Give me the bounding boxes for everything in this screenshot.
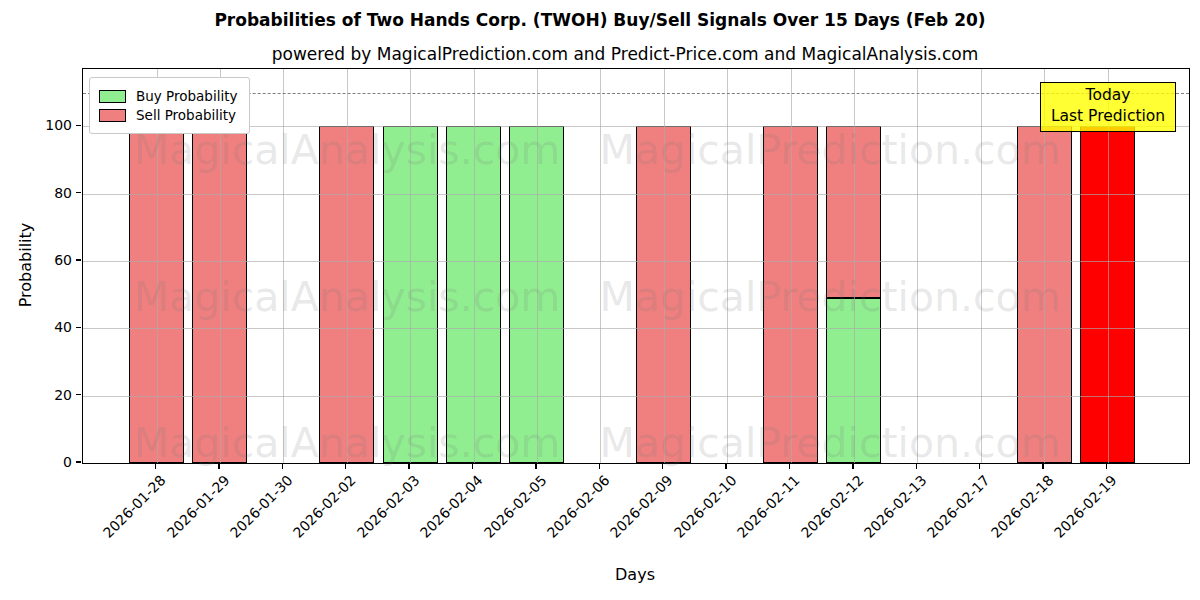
y-tick-label: 40 <box>54 318 72 336</box>
sell-swatch-icon <box>99 109 126 122</box>
x-tick-mark <box>218 464 219 469</box>
x-tick-label: 2026-02-02 <box>290 472 359 541</box>
bar-segment-buy <box>383 126 438 463</box>
gridline-horizontal <box>83 328 1189 329</box>
x-tick-mark <box>1042 464 1043 469</box>
x-tick-mark <box>599 464 600 469</box>
legend-item-sell: Sell Probability <box>99 107 237 123</box>
legend-sell-label: Sell Probability <box>136 107 236 123</box>
x-tick-label: 2026-02-09 <box>607 472 676 541</box>
x-axis-label: Days <box>615 565 655 584</box>
gridline-horizontal <box>83 261 1189 262</box>
gridline-vertical <box>537 69 538 463</box>
gridline-vertical <box>283 69 284 463</box>
x-tick-label: 2026-02-18 <box>988 472 1057 541</box>
bar-segment-sell <box>192 126 247 463</box>
x-tick-mark <box>472 464 473 469</box>
buy-swatch-icon <box>99 90 126 103</box>
x-tick-label: 2026-02-12 <box>797 472 866 541</box>
gridline-vertical <box>854 69 855 463</box>
x-tick-mark <box>282 464 283 469</box>
gridline-vertical <box>791 69 792 463</box>
gridline-vertical <box>347 69 348 463</box>
x-tick-label: 2026-02-19 <box>1051 472 1120 541</box>
x-tick-mark <box>408 464 409 469</box>
x-tick-mark <box>345 464 346 469</box>
gridline-horizontal <box>83 396 1189 397</box>
x-tick-label: 2026-02-11 <box>734 472 803 541</box>
gridline-vertical <box>917 69 918 463</box>
bar-segment-buy <box>509 126 564 463</box>
today-line1: Today <box>1041 85 1175 106</box>
y-tick-mark <box>76 461 81 462</box>
bar-segment-sell <box>636 126 691 463</box>
y-tick-label: 100 <box>45 116 72 134</box>
today-line2: Last Prediction <box>1041 106 1175 127</box>
gridline-vertical <box>981 69 982 463</box>
today-annotation: Today Last Prediction <box>1040 82 1176 132</box>
x-tick-label: 2026-02-17 <box>924 472 993 541</box>
gridline-vertical <box>600 69 601 463</box>
x-tick-mark <box>662 464 663 469</box>
y-tick-mark <box>76 192 81 193</box>
y-tick-label: 20 <box>54 386 72 404</box>
y-tick-label: 0 <box>63 453 72 471</box>
x-tick-label: 2026-02-05 <box>480 472 549 541</box>
y-tick-mark <box>76 394 81 395</box>
x-tick-mark <box>535 464 536 469</box>
x-tick-mark <box>916 464 917 469</box>
gridline-vertical <box>664 69 665 463</box>
x-tick-label: 2026-02-04 <box>417 472 486 541</box>
legend-buy-label: Buy Probability <box>136 88 237 104</box>
legend: Buy Probability Sell Probability <box>89 77 250 134</box>
x-tick-label: 2026-02-03 <box>354 472 423 541</box>
x-tick-mark <box>725 464 726 469</box>
x-tick-mark <box>1106 464 1107 469</box>
x-tick-label: 2026-01-29 <box>163 472 232 541</box>
legend-item-buy: Buy Probability <box>99 88 237 104</box>
x-tick-mark <box>979 464 980 469</box>
gridline-vertical <box>474 69 475 463</box>
gridline-vertical <box>410 69 411 463</box>
x-tick-label: 2026-02-10 <box>671 472 740 541</box>
x-tick-mark <box>789 464 790 469</box>
bar-segment-sell <box>1080 126 1135 463</box>
bar-segment-sell <box>319 126 374 463</box>
x-tick-label: 2026-01-30 <box>227 472 296 541</box>
gridline-vertical <box>727 69 728 463</box>
x-tick-label: 2026-02-13 <box>861 472 930 541</box>
x-tick-label: 2026-01-28 <box>100 472 169 541</box>
bar-segment-sell <box>826 126 881 298</box>
bar-segment-sell <box>129 126 184 463</box>
chart-subtitle: powered by MagicalPrediction.com and Pre… <box>272 44 979 64</box>
y-tick-mark <box>76 327 81 328</box>
bar-segment-buy <box>826 298 881 463</box>
gridline-horizontal <box>83 194 1189 195</box>
y-axis-label: Probability <box>16 223 35 308</box>
chart-title: Probabilities of Two Hands Corp. (TWOH) … <box>214 10 985 30</box>
plot-area: Buy Probability Sell Probability Today L… <box>82 68 1190 464</box>
bar-segment-sell <box>1017 126 1072 463</box>
bar-segment-buy <box>446 126 501 463</box>
figure: Probabilities of Two Hands Corp. (TWOH) … <box>0 0 1200 600</box>
x-tick-mark <box>852 464 853 469</box>
x-tick-mark <box>155 464 156 469</box>
y-tick-label: 60 <box>54 251 72 269</box>
bar-segment-sell <box>763 126 818 463</box>
y-tick-mark <box>76 125 81 126</box>
y-tick-mark <box>76 259 81 260</box>
x-tick-label: 2026-02-06 <box>544 472 613 541</box>
y-tick-label: 80 <box>54 184 72 202</box>
